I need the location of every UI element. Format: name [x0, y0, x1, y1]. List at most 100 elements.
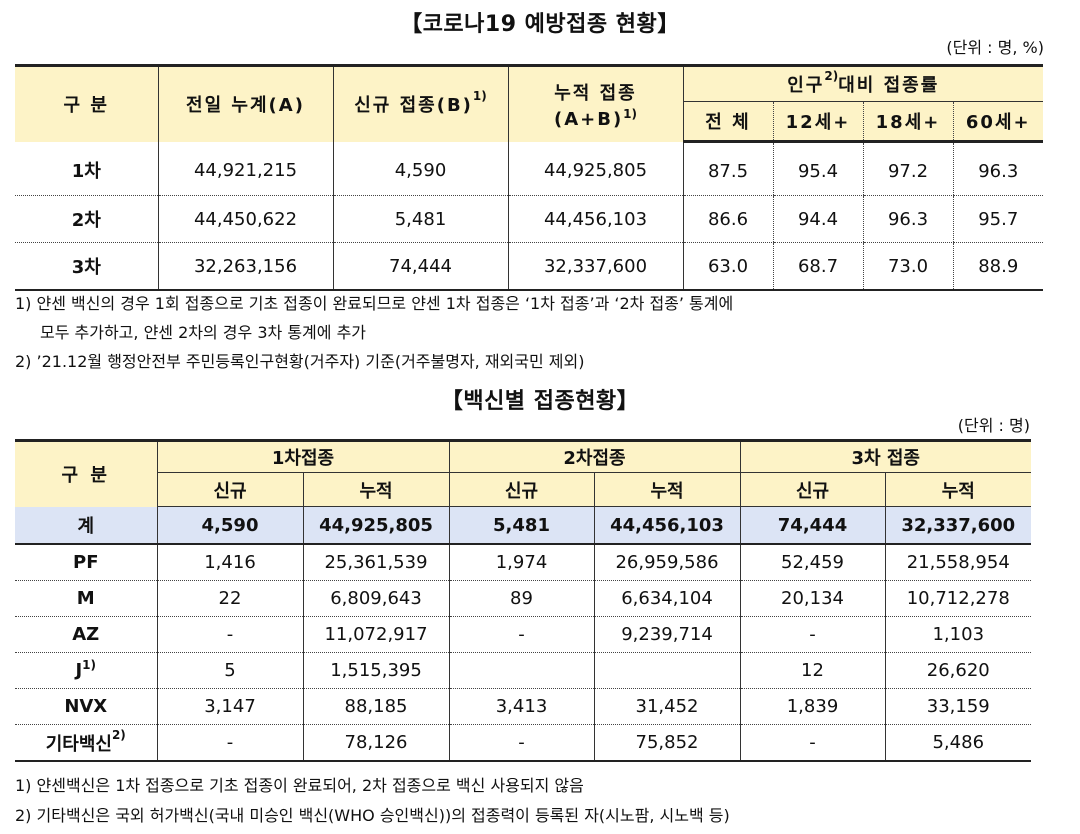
- cell-age18: 97.2: [862, 141, 953, 196]
- cell-d2-cum: 9,239,714: [593, 616, 740, 653]
- cell-d3-cum: 26,620: [884, 652, 1031, 689]
- section2-title: 【백신별 접종현황】: [440, 389, 640, 414]
- table-row: J1) 5 1,515,395 12 26,620: [15, 652, 1031, 689]
- header-dose1: 1차접종: [156, 440, 449, 473]
- row-label: J1): [15, 652, 157, 689]
- header-age60: 60세+: [952, 101, 1043, 143]
- header-category: 구 분: [15, 65, 158, 142]
- header-prev-total: 전일 누계(A): [157, 65, 333, 142]
- section1-unit: (단위 : 명, %): [946, 38, 1044, 57]
- header-cumulative: 누적 접종 (A+B)1): [507, 65, 683, 142]
- cell-d3-new: 74,444: [739, 506, 885, 545]
- total-row: 계 4,590 44,925,805 5,481 44,456,103 74,4…: [15, 506, 1031, 545]
- row-label: PF: [15, 544, 157, 581]
- row-label: 3차: [71, 257, 101, 278]
- header-dose3-cum: 누적: [884, 472, 1031, 507]
- header-dose3-new: 신규: [739, 472, 885, 507]
- header-new: 신규 접종(B)1): [332, 65, 508, 142]
- header-age12: 12세+: [772, 101, 863, 143]
- header-dose1-new: 신규: [156, 472, 303, 507]
- row-label: 2차: [15, 195, 158, 243]
- section1-note-2: 2) ’21.12월 행정안전부 주민등록인구현황(거주자) 기준(거주불명자,…: [15, 352, 585, 371]
- cell-d3-cum: 1,103: [884, 616, 1031, 653]
- cell-d3-cum: 21,558,954: [884, 544, 1031, 581]
- header-dose2-cum: 누적: [593, 472, 740, 507]
- cell-d1-new: 22: [156, 580, 303, 617]
- table-row: 기타백신2) - 78,126 - 75,852 - 5,486: [15, 724, 1031, 761]
- cell-d2-new: 5,481: [448, 506, 594, 545]
- cell-d3-cum: 10,712,278: [884, 580, 1031, 617]
- cell-new: 74,444: [332, 242, 508, 290]
- cell-d3-new: -: [739, 724, 885, 761]
- cell-d1-cum: 25,361,539: [302, 544, 449, 581]
- cell-age12: 94.4: [772, 195, 863, 243]
- cell-d2-new: 3,413: [448, 688, 594, 725]
- cell-d3-new: 20,134: [739, 580, 885, 617]
- cell-new: 4,590: [332, 141, 508, 196]
- cell-d2-new: -: [448, 616, 594, 653]
- cell-age18: 96.3: [862, 195, 953, 243]
- cell-cum: 44,456,103: [507, 195, 683, 243]
- cell-d1-new: 3,147: [156, 688, 303, 725]
- header-dose3: 3차 접종: [739, 440, 1031, 473]
- cell-cum: 44,925,805: [507, 141, 683, 196]
- cell-d1-cum: 1,515,395: [302, 652, 449, 689]
- cell-d2-new: -: [448, 724, 594, 761]
- header-category: 구 분: [15, 440, 157, 507]
- header-rate: 인구2)대비 접종률: [682, 65, 1043, 102]
- cell-d1-new: 4,590: [156, 506, 303, 545]
- cell-d1-cum: 44,925,805: [302, 506, 449, 545]
- cell-d3-new: 12: [739, 652, 885, 689]
- section2-unit: (단위 : 명): [957, 416, 1030, 435]
- cell-prev: 32,263,156: [157, 242, 333, 290]
- vaccine-type-table: 구 분 1차접종 2차접종 3차 접종 신규 누적 신규 누적 신규 누적 계 …: [15, 439, 1031, 762]
- row-label: 계: [15, 506, 157, 545]
- cell-d3-new: 52,459: [739, 544, 885, 581]
- cell-d2-cum: 75,852: [593, 724, 740, 761]
- cell-prev: 44,450,622: [157, 195, 333, 243]
- cell-d1-new: 5: [156, 652, 303, 689]
- cell-d3-cum: 33,159: [884, 688, 1031, 725]
- cell-d2-cum: 6,634,104: [593, 580, 740, 617]
- cell-all: 87.5: [682, 141, 773, 196]
- row-label: 기타백신2): [45, 727, 126, 755]
- cell-d1-new: -: [156, 616, 303, 653]
- section1-title: 【코로나19 예방접종 현황】: [400, 12, 680, 37]
- table-row: PF 1,416 25,361,539 1,974 26,959,586 52,…: [15, 544, 1031, 581]
- header-age18: 18세+: [862, 101, 953, 143]
- cell-d2-cum: 31,452: [593, 688, 740, 725]
- header-all: 전 체: [682, 101, 773, 143]
- cell-d1-new: -: [156, 724, 303, 761]
- cell-all: 63.0: [682, 242, 773, 290]
- cell-d2-cum: [593, 652, 740, 689]
- cell-d3-cum: 32,337,600: [884, 506, 1031, 545]
- section1-note-1-cont: 모두 추가하고, 얀센 2차의 경우 3차 통계에 추가: [40, 323, 367, 342]
- cell-d1-cum: 11,072,917: [302, 616, 449, 653]
- row-label: 1차: [15, 141, 158, 196]
- cell-d1-cum: 6,809,643: [302, 580, 449, 617]
- cell-age60: 88.9: [952, 242, 1043, 290]
- cell-age60: 96.3: [952, 141, 1043, 196]
- cell-all: 86.6: [682, 195, 773, 243]
- cell-d3-cum: 5,486: [884, 724, 1031, 761]
- row-label: AZ: [15, 616, 157, 653]
- cell-d1-new: 1,416: [156, 544, 303, 581]
- cell-d3-new: 1,839: [739, 688, 885, 725]
- cell-d1-cum: 78,126: [302, 724, 449, 761]
- cell-d2-cum: 44,456,103: [593, 506, 740, 545]
- table-row: 2차 44,450,622 5,481 44,456,103 86.6 94.4…: [15, 195, 1043, 243]
- section2-note-1: 1) 얀센백신은 1차 접종으로 기초 접종이 완료되어, 2차 접종으로 백신…: [15, 776, 584, 795]
- cell-age60: 95.7: [952, 195, 1043, 243]
- table-row: M 22 6,809,643 89 6,634,104 20,134 10,71…: [15, 580, 1031, 617]
- cell-d2-new: 89: [448, 580, 594, 617]
- cell-d1-cum: 88,185: [302, 688, 449, 725]
- table-row: 1차 44,921,215 4,590 44,925,805 87.5 95.4…: [15, 141, 1043, 196]
- cell-d3-new: -: [739, 616, 885, 653]
- header-dose1-cum: 누적: [302, 472, 449, 507]
- table-row: AZ - 11,072,917 - 9,239,714 - 1,103: [15, 616, 1031, 653]
- cell-age12: 68.7: [772, 242, 863, 290]
- cell-d2-new: [448, 652, 594, 689]
- cell-new: 5,481: [332, 195, 508, 243]
- cell-age18: 73.0: [862, 242, 953, 290]
- table-row: 3차 32,263,156 74,444 32,337,600 63.0 68.…: [15, 242, 1043, 290]
